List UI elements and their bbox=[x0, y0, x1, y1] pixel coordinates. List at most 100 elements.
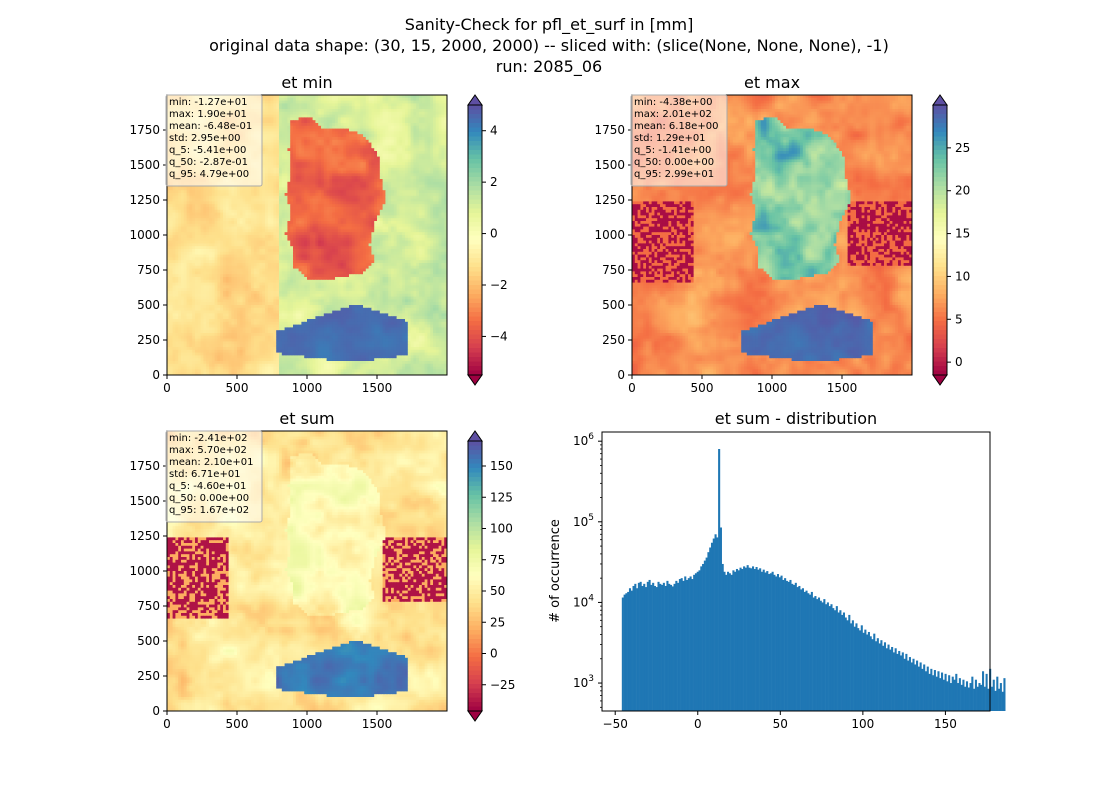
heatmap-cell bbox=[279, 159, 283, 163]
heatmap-cell bbox=[265, 120, 269, 124]
heatmap-cell bbox=[410, 114, 414, 118]
heatmap-cell bbox=[413, 221, 417, 225]
heatmap-cell bbox=[287, 226, 291, 230]
heatmap-cell bbox=[416, 173, 420, 177]
heatmap-cell bbox=[346, 187, 350, 191]
heatmap-cell bbox=[421, 134, 425, 138]
heatmap-cell bbox=[354, 209, 358, 213]
heatmap-cell bbox=[377, 215, 381, 219]
heatmap-cell bbox=[349, 103, 353, 107]
heatmap-cell bbox=[329, 232, 333, 236]
heatmap-cell bbox=[321, 120, 325, 124]
heatmap-cell bbox=[354, 165, 358, 169]
heatmap-cell bbox=[273, 218, 277, 222]
heatmap-cell bbox=[251, 190, 255, 194]
heatmap-cell bbox=[265, 95, 269, 99]
heatmap-cell bbox=[189, 190, 193, 194]
heatmap-cell bbox=[368, 109, 372, 113]
heatmap-cell bbox=[407, 131, 411, 135]
heatmap-cell bbox=[365, 218, 369, 222]
heatmap-cell bbox=[382, 120, 386, 124]
heatmap-cell bbox=[379, 137, 383, 141]
heatmap-cell bbox=[242, 198, 246, 202]
heatmap-cell bbox=[393, 128, 397, 132]
heatmap-cell bbox=[354, 176, 358, 180]
heatmap-cell bbox=[419, 195, 423, 199]
heatmap-cell bbox=[183, 212, 187, 216]
heatmap-cell bbox=[337, 148, 341, 152]
heatmap-cell bbox=[365, 184, 369, 188]
heatmap-cell bbox=[337, 120, 341, 124]
heatmap-cell bbox=[293, 111, 297, 115]
heatmap-cell bbox=[279, 128, 283, 132]
heatmap-cell bbox=[405, 229, 409, 233]
heatmap-cell bbox=[186, 212, 190, 216]
heatmap-cell bbox=[360, 103, 364, 107]
heatmap-cell bbox=[332, 111, 336, 115]
heatmap-cell bbox=[374, 181, 378, 185]
heatmap-cell bbox=[228, 204, 232, 208]
heatmap-cell bbox=[228, 226, 232, 230]
heatmap-cell bbox=[195, 195, 199, 199]
heatmap-cell bbox=[407, 100, 411, 104]
heatmap-cell bbox=[301, 232, 305, 236]
heatmap-cell bbox=[337, 159, 341, 163]
heatmap-cell bbox=[290, 137, 294, 141]
heatmap-cell bbox=[298, 232, 302, 236]
heatmap-cell bbox=[379, 95, 383, 99]
heatmap-cell bbox=[385, 207, 389, 211]
heatmap-cell bbox=[318, 204, 322, 208]
heatmap-cell bbox=[388, 106, 392, 110]
heatmap-cell bbox=[315, 106, 319, 110]
heatmap-cell bbox=[427, 215, 431, 219]
heatmap-cell bbox=[407, 148, 411, 152]
heatmap-cell bbox=[335, 215, 339, 219]
heatmap-cell bbox=[385, 201, 389, 205]
heatmap-cell bbox=[335, 201, 339, 205]
heatmap-cell bbox=[399, 134, 403, 138]
heatmap-cell bbox=[433, 125, 437, 129]
heatmap-cell bbox=[433, 95, 437, 99]
heatmap-cell bbox=[337, 151, 341, 155]
heatmap-cell bbox=[391, 187, 395, 191]
heatmap-cell bbox=[385, 195, 389, 199]
heatmap-cell bbox=[304, 109, 308, 113]
heatmap-cell bbox=[262, 153, 266, 157]
heatmap-cell bbox=[357, 111, 361, 115]
heatmap-cell bbox=[382, 95, 386, 99]
heatmap-cell bbox=[237, 209, 241, 213]
heatmap-cell bbox=[433, 103, 437, 107]
heatmap-cell bbox=[416, 100, 420, 104]
heatmap-cell bbox=[318, 139, 322, 143]
heatmap-cell bbox=[382, 221, 386, 225]
heatmap-cell bbox=[295, 170, 299, 174]
heatmap-cell bbox=[189, 229, 193, 233]
heatmap-cell bbox=[402, 139, 406, 143]
heatmap-cell bbox=[267, 125, 271, 129]
heatmap-cell bbox=[419, 215, 423, 219]
heatmap-cell bbox=[410, 229, 414, 233]
heatmap-cell bbox=[337, 223, 341, 227]
heatmap-cell bbox=[441, 215, 445, 219]
heatmap-cell bbox=[307, 181, 311, 185]
heatmap-cell bbox=[365, 131, 369, 135]
heatmap-cell bbox=[304, 223, 308, 227]
heatmap-cell bbox=[265, 187, 269, 191]
heatmap-cell bbox=[371, 100, 375, 104]
heatmap-cell bbox=[343, 170, 347, 174]
heatmap-cell bbox=[363, 128, 367, 132]
heatmap-cell bbox=[298, 131, 302, 135]
heatmap-cell bbox=[265, 117, 269, 121]
heatmap-cell bbox=[315, 198, 319, 202]
heatmap-cell bbox=[304, 120, 308, 124]
heatmap-cell bbox=[377, 226, 381, 230]
heatmap-cell bbox=[276, 229, 280, 233]
heatmap-cell bbox=[223, 198, 227, 202]
heatmap-cell bbox=[354, 109, 358, 113]
heatmap-cell bbox=[178, 207, 182, 211]
heatmap-cell bbox=[206, 212, 210, 216]
figure-title-line3: run: 2085_06 bbox=[496, 57, 602, 77]
heatmap-cell bbox=[248, 215, 252, 219]
heatmap-cell bbox=[270, 223, 274, 227]
